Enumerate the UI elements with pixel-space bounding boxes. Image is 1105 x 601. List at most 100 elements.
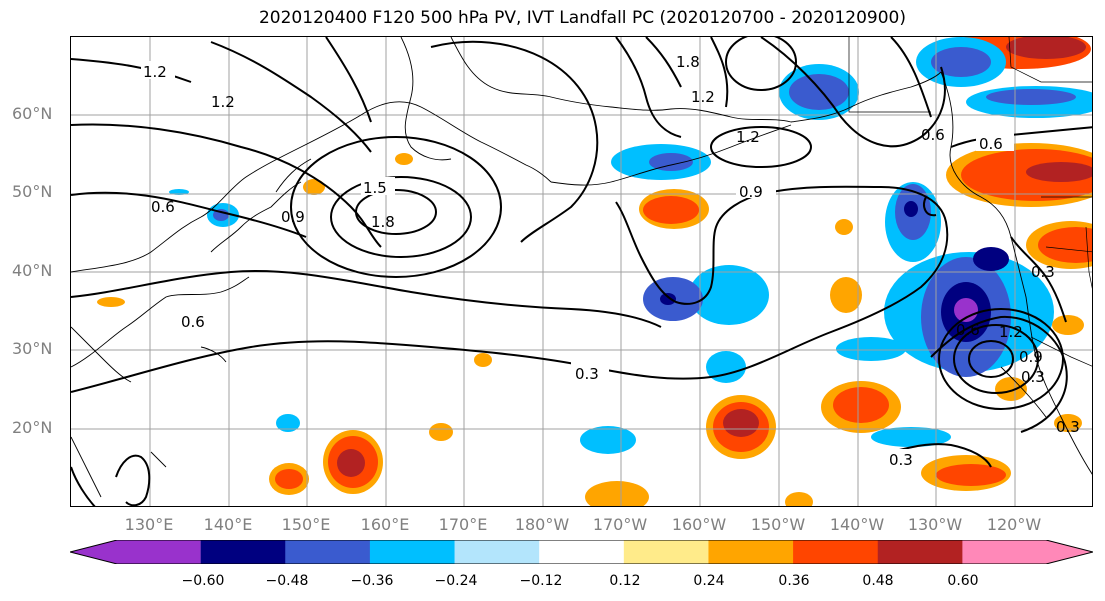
ivt-anomaly-negative	[954, 298, 978, 322]
ivt-anomaly-positive	[833, 387, 889, 423]
pv-contour	[890, 443, 992, 468]
ivt-anomaly-positive	[429, 423, 453, 441]
graticule	[71, 37, 1092, 506]
pv-contour	[938, 308, 1064, 410]
pv-contour	[645, 37, 682, 88]
colorbar-segment	[708, 540, 794, 564]
contour-label: 0.3	[1021, 368, 1045, 386]
colorbar-tick-label: −0.60	[181, 573, 225, 589]
pv-contour	[71, 58, 192, 83]
pv-contour	[210, 41, 372, 153]
contour-label: 0.3	[889, 451, 913, 469]
contour-label: 0.6	[921, 126, 945, 144]
pv-contour	[71, 185, 949, 393]
colorbar-segment	[877, 540, 963, 564]
ivt-anomaly-positive	[1052, 315, 1084, 335]
ivt-anomaly-positive	[643, 196, 699, 224]
colorbar-segment	[793, 540, 879, 564]
ivt-anomaly-positive	[303, 179, 325, 195]
pv-contour	[71, 270, 662, 328]
label-bg	[736, 180, 776, 198]
pv-contour	[290, 136, 502, 278]
contour-label: 0.3	[575, 365, 599, 383]
lat-label-30n: 30°N	[12, 339, 53, 358]
colorbar-tick-label: −0.12	[519, 573, 563, 589]
ivt-anomaly-positive	[936, 464, 1006, 486]
pv-contour	[71, 466, 96, 506]
colorbar-segment	[200, 540, 286, 564]
colorbar-segment	[623, 540, 709, 564]
ivt-anomaly-positive	[995, 377, 1027, 401]
coastlines	[71, 37, 1092, 498]
lat-label-40n: 40°N	[12, 261, 53, 280]
ivt-anomaly-positive	[785, 492, 813, 506]
ivt-anomaly-negative	[276, 414, 300, 432]
contour-label: 0.9	[281, 208, 305, 226]
lon-label-160w: 160°W	[671, 515, 727, 534]
ivt-anomaly-positive	[97, 297, 125, 307]
contour-label: 1.8	[676, 53, 700, 71]
contour-label: 1.2	[999, 323, 1023, 341]
ivt-anomaly-negative	[871, 427, 951, 447]
lon-label-170e: 170°E	[438, 515, 488, 534]
lat-label-50n: 50°N	[12, 182, 53, 201]
lat-label-20n: 20°N	[12, 418, 53, 437]
ivt-anomaly-negative	[649, 153, 693, 171]
ivt-anomaly-positive	[474, 353, 492, 367]
colorbar-segment	[70, 540, 201, 564]
lat-label-60n: 60°N	[12, 104, 53, 123]
colorbar-segment	[454, 540, 540, 564]
contour-label: 0.3	[1056, 418, 1080, 436]
label-bg	[976, 133, 1014, 151]
pv-contour	[615, 37, 682, 138]
borders	[848, 37, 1092, 367]
colorbar-segment	[369, 540, 456, 564]
ivt-anomaly-positive	[395, 153, 413, 165]
ivt-anomaly-negative	[789, 74, 849, 110]
pv-contour	[760, 37, 946, 148]
colorbar-segment	[285, 540, 371, 564]
contour-label: 1.2	[211, 93, 235, 111]
label-bg	[361, 177, 395, 195]
lon-label-140w: 140°W	[829, 515, 885, 534]
ivt-anomaly-positive	[585, 481, 649, 506]
ivt-anomaly-negative	[706, 351, 746, 383]
lon-label-130w: 130°W	[907, 515, 963, 534]
map-canvas: 1.2 1.2 1.5 1.8 0.9 0.6 0.6 1.8 1.2 1.2 …	[71, 37, 1092, 506]
ivt-anomaly-positive	[830, 277, 862, 313]
ivt-anomaly-negative	[931, 47, 991, 77]
lon-label-180w: 180°W	[514, 515, 570, 534]
colorbar-tick-label: −0.48	[265, 573, 309, 589]
ivt-anomaly-negative	[904, 201, 918, 217]
contour-label: 1.5	[363, 179, 387, 197]
contour-labels: 1.2 1.2 1.5 1.8 0.9 0.6 0.6 1.8 1.2 1.2 …	[141, 53, 1080, 469]
ivt-anomaly-positive	[1026, 162, 1092, 182]
colorbar-tick-label: 0.36	[778, 573, 810, 589]
colorbar-segment	[962, 540, 1093, 564]
colorbar	[70, 540, 1093, 564]
lon-label-150w: 150°W	[750, 515, 806, 534]
contour-label: 0.9	[739, 183, 763, 201]
pv-contour	[1010, 236, 1067, 323]
contour-label: 1.8	[371, 213, 395, 231]
lon-label-140e: 140°E	[203, 515, 253, 534]
pv-contour	[968, 340, 1014, 378]
contour-label: 0.6	[181, 313, 205, 331]
pv-contour	[725, 37, 797, 91]
ivt-anomaly-negative	[660, 293, 676, 305]
lon-label-130e: 130°E	[124, 515, 174, 534]
contour-label: 0.6	[151, 198, 175, 216]
pv-contour	[71, 123, 382, 248]
pv-contour	[930, 315, 1068, 433]
ivt-anomaly-positive	[961, 149, 1092, 201]
contour-label: 1.2	[691, 88, 715, 106]
pv-contour	[710, 37, 729, 108]
ivt-anomaly-positive	[1038, 227, 1092, 263]
contour-label: 0.9	[1019, 348, 1043, 366]
lon-label-150e: 150°E	[281, 515, 331, 534]
contour-label: 0.6	[956, 321, 980, 339]
lon-label-120w: 120°W	[986, 515, 1042, 534]
pv-contour	[330, 176, 472, 258]
colorbar-tick-label: −0.36	[350, 573, 394, 589]
ivt-anomaly-negative	[580, 426, 636, 454]
